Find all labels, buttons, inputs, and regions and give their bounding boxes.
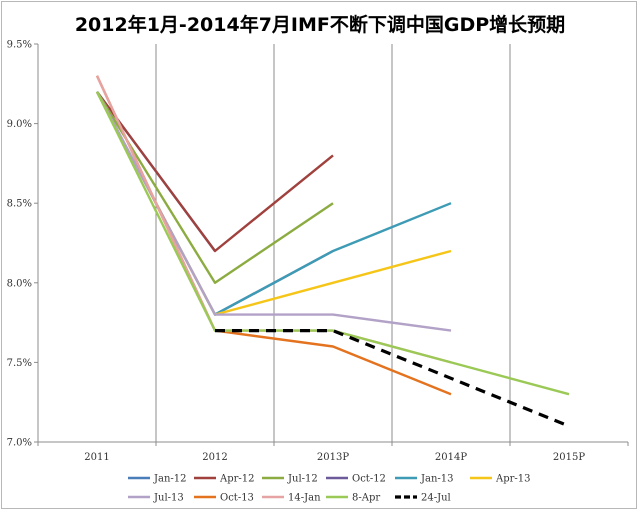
legend-label: Oct-13 bbox=[220, 493, 254, 504]
x-tick-label: 2012 bbox=[202, 452, 227, 463]
x-tick-label: 2015P bbox=[553, 452, 585, 463]
axes bbox=[34, 43, 629, 446]
grid-lines bbox=[155, 44, 511, 442]
series-line-jul-12 bbox=[95, 91, 334, 284]
y-tick-label: 8.0% bbox=[7, 278, 32, 289]
legend-label: Apr-13 bbox=[495, 474, 531, 485]
y-tick-label: 7.5% bbox=[7, 358, 32, 369]
legend-label: 14-Jan bbox=[288, 493, 321, 504]
y-tick-label: 7.0% bbox=[7, 438, 32, 449]
legend: Jan-12 Apr-12 Jul-12 Oct-12 Jan-13 Apr-13 Jul-… bbox=[128, 474, 531, 504]
legend-label: 24-Jul bbox=[421, 493, 451, 504]
legend-label: Jan-12 bbox=[153, 474, 187, 485]
y-tick-label: 9.0% bbox=[7, 119, 32, 130]
series-line-apr-12 bbox=[96, 91, 334, 253]
y-tick-label: 9.5% bbox=[7, 40, 32, 51]
legend-label: 8-Apr bbox=[352, 493, 380, 504]
legend-label: Jul-12 bbox=[287, 474, 318, 485]
series-lines bbox=[95, 75, 570, 428]
legend-label: Apr-12 bbox=[219, 474, 255, 485]
x-tick-label: 2014P bbox=[435, 452, 467, 463]
legend-label: Jan-13 bbox=[420, 474, 454, 485]
chart-title: 2012年1月-2014年7月IMF不断下调中国GDP增长预期 bbox=[74, 14, 566, 36]
y-tick-labels: 7.0% 7.5% 8.0% 8.5% 9.0% 9.5% bbox=[7, 40, 32, 449]
x-tick-label: 2011 bbox=[84, 452, 109, 463]
x-tick-label: 2013P bbox=[317, 452, 349, 463]
legend-label: Jul-13 bbox=[153, 493, 184, 504]
legend-label: Oct-12 bbox=[352, 474, 386, 485]
series-line-24-jul bbox=[215, 329, 570, 428]
series-line-8-apr bbox=[95, 91, 570, 396]
y-tick-label: 8.5% bbox=[7, 199, 32, 210]
x-tick-labels: 2011 2012 2013P 2014P 2015P bbox=[84, 452, 585, 463]
